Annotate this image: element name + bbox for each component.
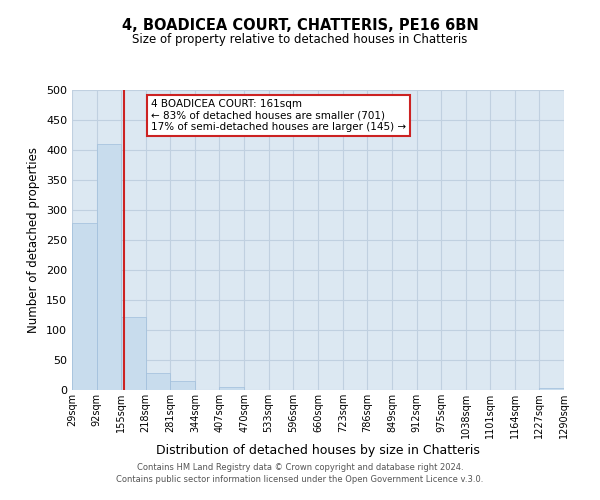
Text: 4, BOADICEA COURT, CHATTERIS, PE16 6BN: 4, BOADICEA COURT, CHATTERIS, PE16 6BN: [122, 18, 478, 32]
Bar: [121, 317, 146, 390]
Text: Contains HM Land Registry data © Crown copyright and database right 2024.: Contains HM Land Registry data © Crown c…: [137, 464, 463, 472]
Bar: [220, 387, 244, 390]
Bar: [170, 381, 195, 390]
Text: Size of property relative to detached houses in Chatteris: Size of property relative to detached ho…: [133, 32, 467, 46]
Bar: [146, 372, 170, 390]
Y-axis label: Number of detached properties: Number of detached properties: [28, 147, 40, 333]
Bar: [97, 144, 121, 390]
Bar: [72, 223, 97, 390]
Bar: [539, 388, 564, 390]
Text: Contains public sector information licensed under the Open Government Licence v.: Contains public sector information licen…: [116, 474, 484, 484]
Text: 4 BOADICEA COURT: 161sqm
← 83% of detached houses are smaller (701)
17% of semi-: 4 BOADICEA COURT: 161sqm ← 83% of detach…: [151, 99, 406, 132]
X-axis label: Distribution of detached houses by size in Chatteris: Distribution of detached houses by size …: [156, 444, 480, 457]
